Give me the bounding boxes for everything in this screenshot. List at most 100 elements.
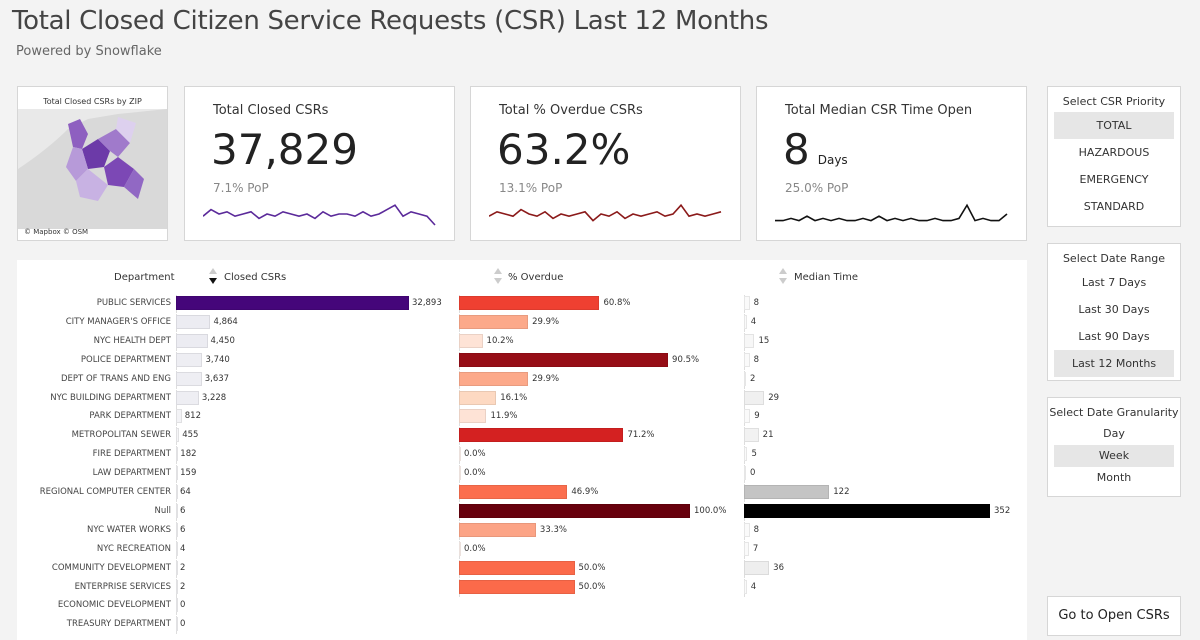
header-closed-csrs[interactable]: Closed CSRs <box>224 272 287 283</box>
overdue-bar[interactable] <box>459 522 536 537</box>
map-credit: © Mapbox © OSM <box>24 228 89 236</box>
sparkline-line <box>775 203 1008 222</box>
overdue-value: 46.9% <box>571 487 599 497</box>
filter-option-week[interactable]: Week <box>1054 445 1174 467</box>
overdue-value: 50.0% <box>578 562 606 573</box>
closed-bar[interactable] <box>176 447 178 462</box>
median-value: 5 <box>751 449 757 460</box>
granularity-filter: Select Date Granularity Day Week Month <box>1047 397 1181 497</box>
department-label: NYC HEALTH DEPT <box>93 335 171 346</box>
median-bar[interactable] <box>744 352 750 367</box>
closed-bar[interactable] <box>176 352 203 367</box>
median-bar[interactable] <box>744 296 750 310</box>
department-label: LAW DEPARTMENT <box>92 468 171 479</box>
median-bar[interactable] <box>744 579 747 594</box>
overdue-bar[interactable] <box>459 485 568 499</box>
median-bar[interactable] <box>744 503 990 518</box>
closed-bar[interactable] <box>176 314 211 329</box>
overdue-bar[interactable] <box>459 371 529 386</box>
closed-bar[interactable] <box>176 409 182 424</box>
overdue-bar[interactable] <box>459 428 624 443</box>
median-value: 15 <box>758 335 770 346</box>
filter-option-standard[interactable]: STANDARD <box>1083 200 1145 213</box>
filter-option-last-90-days[interactable]: Last 90 Days <box>1078 330 1150 343</box>
median-bar[interactable] <box>744 371 746 386</box>
filter-option-last-12-months[interactable]: Last 12 Months <box>1054 350 1174 377</box>
closed-bar[interactable] <box>176 617 178 632</box>
closed-bar[interactable] <box>176 503 178 518</box>
granularity-filter-title: Select Date Granularity <box>1049 406 1179 419</box>
median-bar[interactable] <box>744 333 755 348</box>
median-bar[interactable] <box>744 390 765 405</box>
filter-option-month[interactable]: Month <box>1096 471 1132 484</box>
overdue-bar[interactable] <box>459 409 487 424</box>
overdue-bar[interactable] <box>459 503 690 518</box>
sparkline[interactable] <box>489 199 724 229</box>
median-bar[interactable] <box>744 409 751 424</box>
closed-value: 182 <box>180 449 197 460</box>
department-label: PARK DEPARTMENT <box>89 411 171 422</box>
go-to-open-csrs-button[interactable]: Go to Open CSRs <box>1047 596 1181 636</box>
median-bar[interactable] <box>744 314 747 329</box>
closed-bar[interactable] <box>176 296 409 310</box>
median-bar[interactable] <box>744 522 750 537</box>
overdue-bar[interactable] <box>459 541 461 556</box>
closed-bar[interactable] <box>176 485 178 499</box>
filter-option-day[interactable]: Day <box>1103 427 1125 440</box>
median-value: 8 <box>753 298 759 308</box>
median-bar[interactable] <box>744 466 746 481</box>
sparkline[interactable] <box>775 199 1010 229</box>
map-image <box>18 109 167 229</box>
closed-value: 4,450 <box>210 335 235 346</box>
median-bar[interactable] <box>744 541 749 556</box>
header-median-time[interactable]: Median Time <box>794 272 859 283</box>
department-label: NYC BUILDING DEPARTMENT <box>50 392 171 403</box>
overdue-value: 0.0% <box>464 468 486 479</box>
sort-icon[interactable] <box>493 266 503 286</box>
closed-bar[interactable] <box>176 371 202 386</box>
filter-option-emergency[interactable]: EMERGENCY <box>1079 173 1149 186</box>
department-label: Null <box>154 505 171 516</box>
closed-bar[interactable] <box>176 428 180 443</box>
overdue-bar[interactable] <box>459 352 669 367</box>
filter-option-last-7-days[interactable]: Last 7 Days <box>1081 276 1147 289</box>
median-value: 21 <box>762 430 774 441</box>
kpi-label: Total % Overdue CSRs <box>499 103 643 118</box>
closed-bar[interactable] <box>176 541 178 556</box>
median-bar[interactable] <box>744 428 759 443</box>
sort-descending-icon[interactable] <box>208 266 218 286</box>
closed-bar[interactable] <box>176 390 199 405</box>
department-label: METROPOLITAN SEWER <box>71 430 171 441</box>
closed-bar[interactable] <box>176 579 178 594</box>
median-bar[interactable] <box>744 485 830 499</box>
filter-option-total[interactable]: TOTAL <box>1054 112 1174 139</box>
overdue-value: 60.8% <box>603 298 631 308</box>
closed-bar[interactable] <box>176 522 178 537</box>
overdue-bar[interactable] <box>459 560 575 575</box>
sort-icon[interactable] <box>778 266 788 286</box>
overdue-bar[interactable] <box>459 296 600 310</box>
overdue-bar[interactable] <box>459 314 529 329</box>
closed-bar[interactable] <box>176 598 178 613</box>
overdue-bar[interactable] <box>459 466 461 481</box>
closed-bar[interactable] <box>176 560 178 575</box>
zip-map[interactable]: Total Closed CSRs by ZIP © Mapbox © OSM <box>17 86 168 241</box>
header-overdue[interactable]: % Overdue <box>508 272 564 283</box>
department-label: NYC WATER WORKS <box>87 524 171 535</box>
closed-value: 0 <box>180 619 186 630</box>
median-bar[interactable] <box>744 560 770 575</box>
closed-bar[interactable] <box>176 333 208 348</box>
department-label: COMMUNITY DEVELOPMENT <box>51 562 171 573</box>
overdue-bar[interactable] <box>459 333 483 348</box>
overdue-bar[interactable] <box>459 390 497 405</box>
filter-option-last-30-days[interactable]: Last 30 Days <box>1078 303 1150 316</box>
sparkline-line <box>203 204 436 226</box>
filter-option-hazardous[interactable]: HAZARDOUS <box>1078 146 1150 159</box>
median-bar[interactable] <box>744 447 748 462</box>
overdue-bar[interactable] <box>459 579 575 594</box>
kpi-pop: 7.1% PoP <box>213 181 269 195</box>
closed-bar[interactable] <box>176 466 178 481</box>
overdue-bar[interactable] <box>459 447 461 462</box>
closed-value: 4,864 <box>213 316 238 327</box>
sparkline[interactable] <box>203 199 438 229</box>
